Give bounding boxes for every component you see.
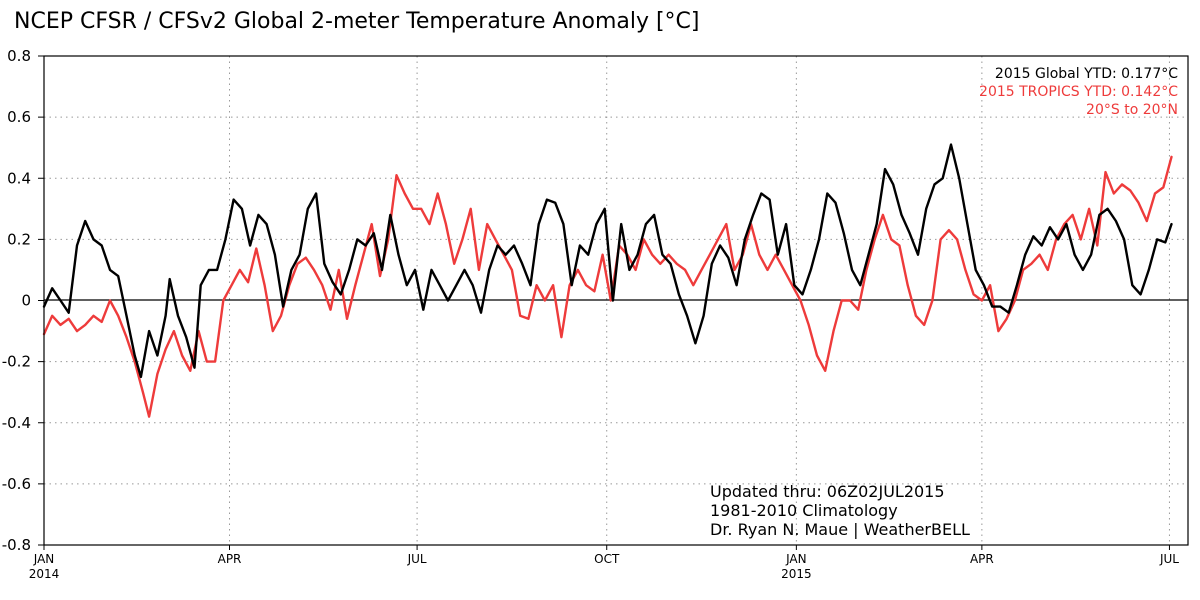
y-tick-label: -0.2 [2,353,31,371]
global-ytd-label: 2015 Global YTD: 0.177°C [995,66,1178,82]
x-tick-sublabel: 2015 [781,567,812,581]
x-tick-sublabel: 2014 [29,567,60,581]
y-axis-ticks: 0.8 0.6 0.4 0.2 0 -0.2 -0.4 -0.6 -0.8 [2,47,44,554]
x-tick-label: APR [218,552,242,566]
y-tick-label: 0.8 [7,47,31,65]
tropics-ytd-label: 2015 TROPICS YTD: 0.142°C [979,84,1178,100]
series-layer [42,143,1173,418]
x-tick-label: APR [970,552,994,566]
y-tick-label: 0.2 [7,230,31,248]
y-tick-label: -0.4 [2,414,31,432]
tropics-series-line [42,155,1173,418]
credit-label: Dr. Ryan N. Maue | WeatherBELL [710,520,970,539]
x-tick-label: JUL [1159,552,1179,566]
y-tick-label: 0.4 [7,169,31,187]
y-tick-label: -0.8 [2,536,31,554]
updated-label: Updated thru: 06Z02JUL2015 [710,482,945,501]
ytd-annotations: 2015 Global YTD: 0.177°C 2015 TROPICS YT… [979,66,1178,118]
x-tick-label: OCT [594,552,620,566]
x-tick-label: JUL [407,552,427,566]
grid-layer [44,56,1188,545]
credit-annotations: Updated thru: 06Z02JUL2015 1981-2010 Cli… [710,482,970,539]
climatology-label: 1981-2010 Climatology [710,501,898,520]
tropics-range-label: 20°S to 20°N [1086,102,1178,118]
y-tick-label: 0.6 [7,108,31,126]
x-tick-label: JAN [785,552,807,566]
y-tick-label: -0.6 [2,475,31,493]
chart-title: NCEP CFSR / CFSv2 Global 2-meter Tempera… [14,9,700,34]
y-tick-label: 0 [21,292,31,310]
x-tick-label: JAN [33,552,55,566]
global-series-line [42,143,1173,379]
